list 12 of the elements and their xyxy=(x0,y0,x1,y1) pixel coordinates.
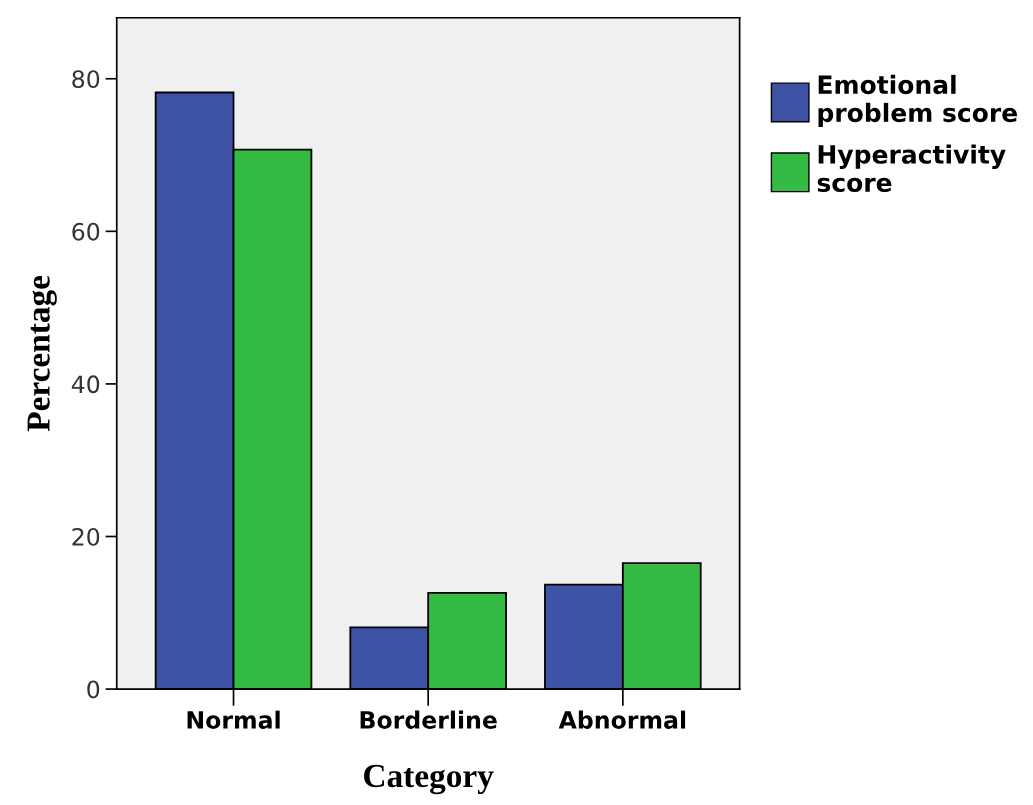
y-tick-label: 40 xyxy=(71,375,100,394)
y-tick-label: 0 xyxy=(87,680,100,699)
x-axis-title: Category xyxy=(364,764,494,795)
legend-label: Emotional problem score xyxy=(818,74,1017,128)
y-axis-title: Percentage xyxy=(27,275,57,432)
x-tick-label: Normal xyxy=(187,710,280,729)
legend-label: Hyperactivity score xyxy=(817,144,1006,193)
x-tick-label: Abnormal xyxy=(558,710,686,729)
y-tick-label: 20 xyxy=(72,527,100,546)
y-tick-label: 80 xyxy=(72,70,100,89)
x-tick-label: Borderline xyxy=(360,710,497,729)
y-tick-label: 60 xyxy=(72,222,100,241)
